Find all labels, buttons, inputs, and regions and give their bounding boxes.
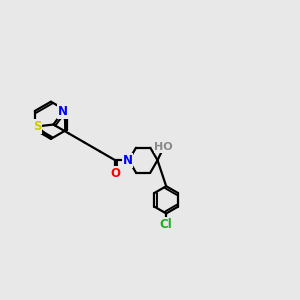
Text: HO: HO — [154, 142, 173, 152]
Text: Cl: Cl — [160, 218, 172, 231]
Text: O: O — [110, 167, 120, 180]
Text: N: N — [122, 154, 133, 167]
Text: N: N — [58, 105, 68, 118]
Text: S: S — [33, 120, 41, 133]
